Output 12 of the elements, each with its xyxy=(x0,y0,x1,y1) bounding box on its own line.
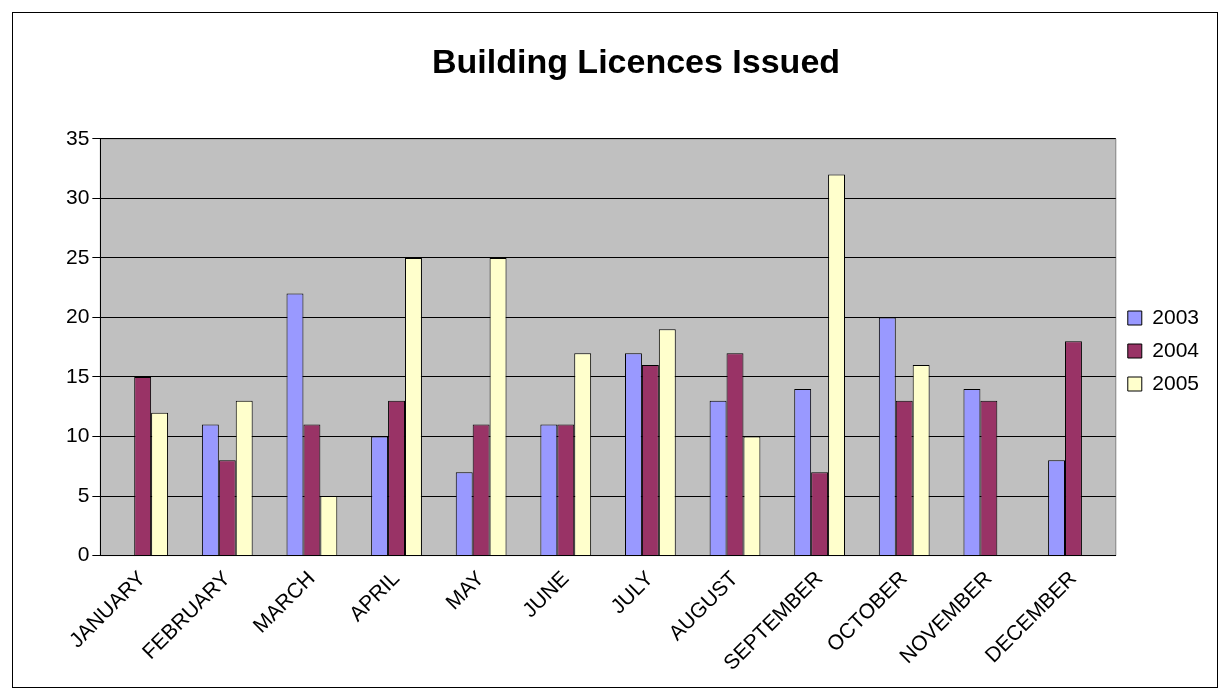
y-tick-label: 15 xyxy=(66,363,90,387)
legend-label: 2004 xyxy=(1152,337,1200,361)
y-tick-label: 30 xyxy=(66,185,90,209)
y-tick-label: 20 xyxy=(66,304,90,328)
y-tick-label: 10 xyxy=(66,423,90,447)
y-tick-label: 5 xyxy=(77,482,90,506)
y-tick-label: 25 xyxy=(66,244,90,268)
y-tick-label: 35 xyxy=(66,125,90,149)
y-tick-label: 0 xyxy=(77,542,90,566)
chart-title: Building Licences Issued xyxy=(431,41,841,80)
legend-label: 2003 xyxy=(1152,304,1199,328)
legend-label: 2005 xyxy=(1152,370,1199,394)
